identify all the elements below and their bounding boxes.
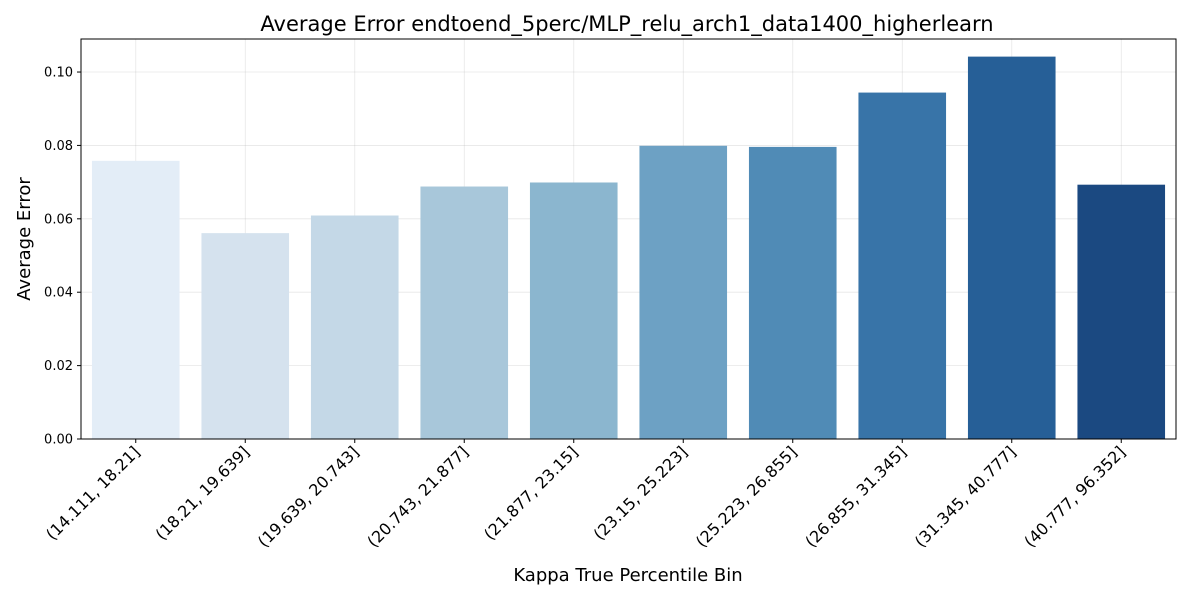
y-tick-label: 0.00 xyxy=(44,433,73,448)
y-tick-label: 0.06 xyxy=(44,212,73,227)
bar xyxy=(310,215,399,439)
x-tick-label: (26.855, 31.345] xyxy=(801,442,910,551)
x-tick-label: (21.877, 23.15] xyxy=(480,442,581,543)
bar xyxy=(967,56,1056,439)
y-tick-label: 0.08 xyxy=(44,139,73,154)
x-tick-label: (25.223, 26.855] xyxy=(692,442,801,551)
bar xyxy=(639,145,728,439)
chart-title: Average Error endtoend_5perc/MLP_relu_ar… xyxy=(260,12,993,37)
y-tick-label: 0.04 xyxy=(44,286,73,301)
x-tick-label: (20.743, 21.877] xyxy=(363,442,472,551)
y-tick-label: 0.10 xyxy=(44,66,73,81)
x-tick-label: (40.777, 96.352] xyxy=(1020,442,1129,551)
bar xyxy=(1077,184,1166,439)
bar xyxy=(748,146,837,440)
x-tick-label: (19.639, 20.743] xyxy=(254,442,363,551)
x-tick-label: (18.21, 19.639] xyxy=(152,442,253,543)
bar xyxy=(858,92,947,440)
x-tick-label: (23.15, 25.223] xyxy=(590,442,691,543)
x-tick-label: (31.345, 40.777] xyxy=(911,442,1020,551)
x-tick-label: (14.111, 18.21] xyxy=(42,442,143,543)
bar xyxy=(529,182,618,439)
x-axis: (14.111, 18.21] (18.21, 19.639] (19.639, 2… xyxy=(42,439,1129,551)
bar xyxy=(91,160,180,439)
bars xyxy=(91,56,1166,440)
y-axis: 0.00 0.02 0.04 0.06 0.08 0.10 xyxy=(44,66,81,448)
y-axis-label: Average Error xyxy=(14,177,35,301)
y-tick-label: 0.02 xyxy=(44,359,73,374)
x-axis-label: Kappa True Percentile Bin xyxy=(513,565,742,586)
plot-frame xyxy=(80,38,1177,440)
bar xyxy=(201,233,290,439)
bar xyxy=(420,186,509,439)
